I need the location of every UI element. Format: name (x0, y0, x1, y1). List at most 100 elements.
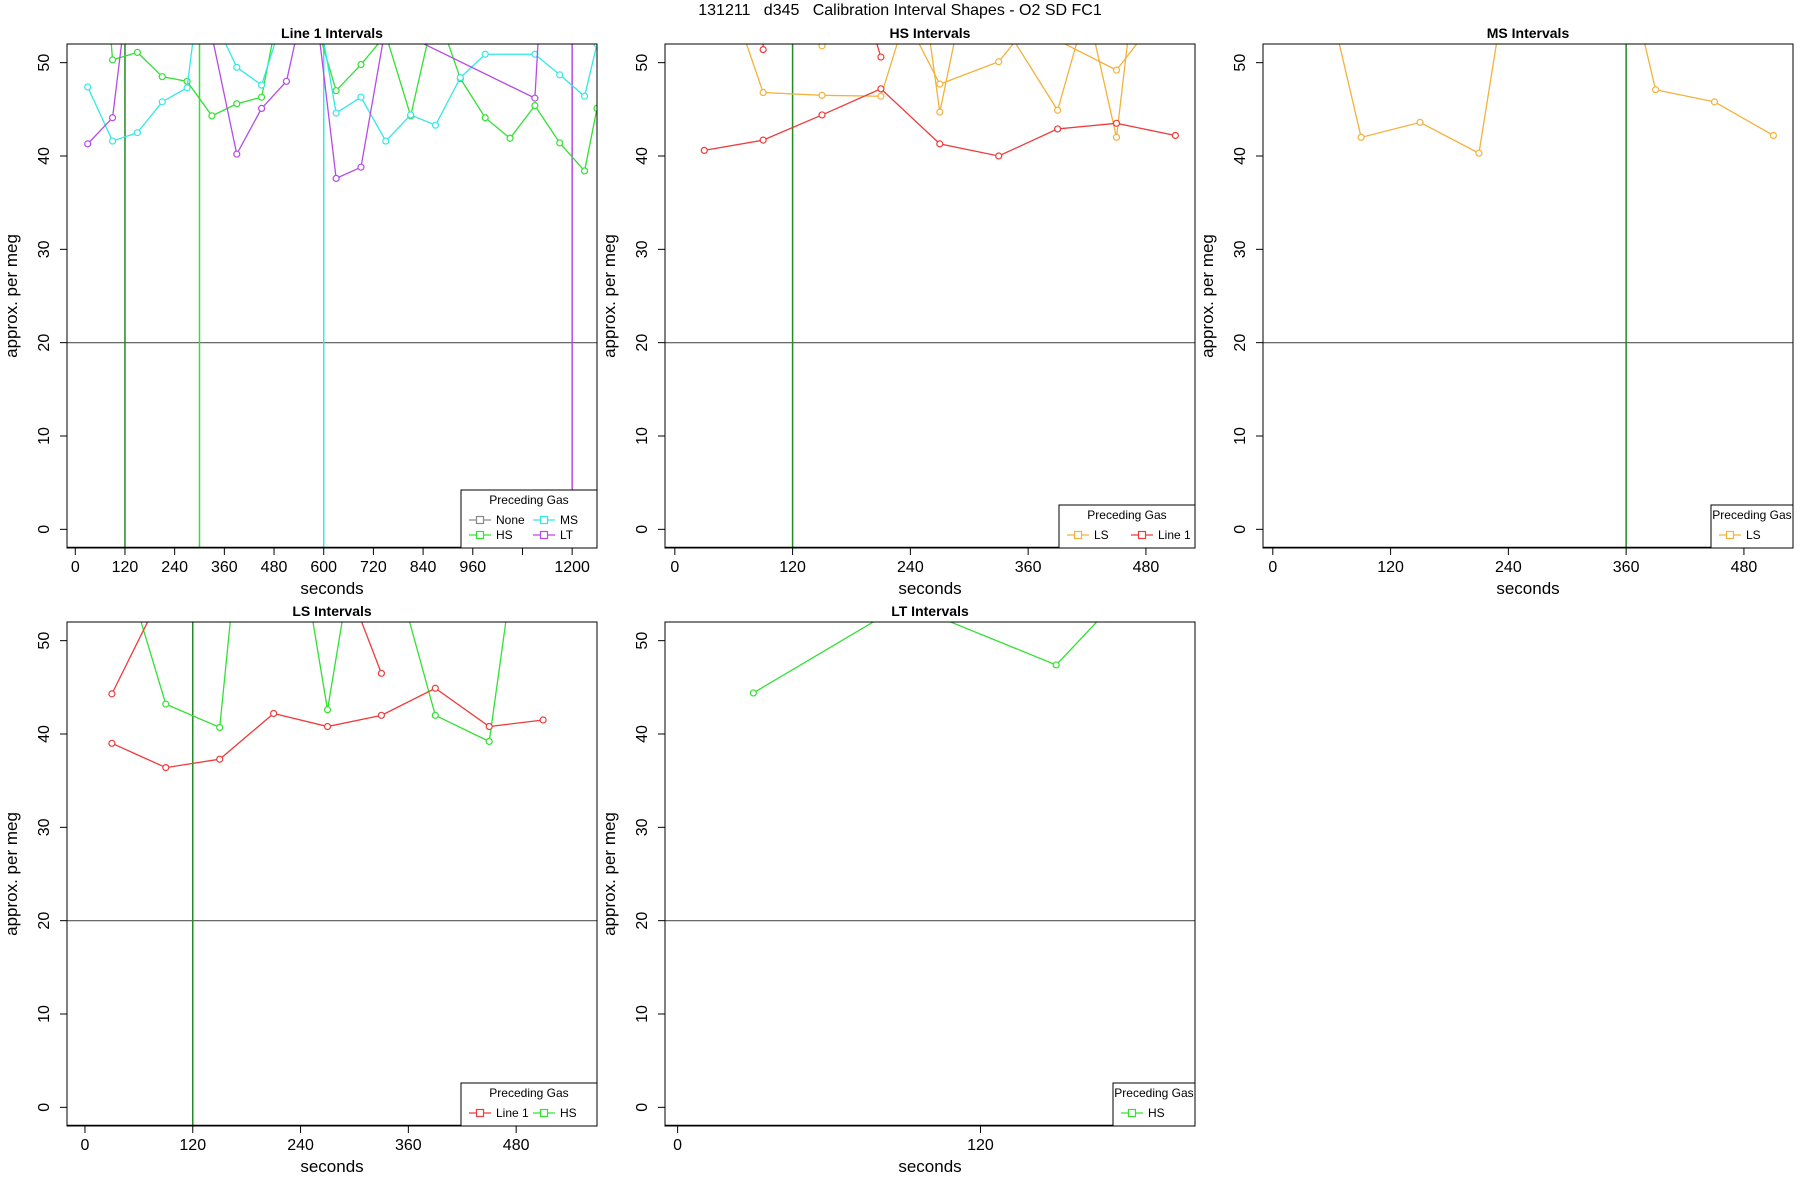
data-point-hs (593, 104, 597, 112)
legend-title: Preceding Gas (489, 1086, 568, 1100)
series-line-hs (753, 622, 1098, 694)
plot-frame (66, 621, 598, 1127)
data-point-lt (84, 140, 92, 148)
data-point-ls (1769, 131, 1777, 140)
data-point-ms (133, 129, 141, 137)
data-point-hs (580, 167, 589, 175)
y-axis-label: approx. per meg (1198, 234, 1217, 358)
y-axis-label: approx. per meg (2, 812, 21, 936)
data-point-ls (936, 108, 944, 116)
data-point-hs (162, 700, 170, 708)
data-point-ms (357, 93, 365, 101)
y-tick-label: 30 (634, 818, 651, 836)
data-point-ms (108, 137, 117, 145)
data-point-line-1 (995, 152, 1003, 160)
x-tick-label: 360 (1015, 559, 1042, 576)
plot-area (665, 622, 1195, 1126)
data-point-line-1 (485, 722, 493, 731)
x-axis-label: seconds (898, 1157, 961, 1176)
y-tick-label: 20 (36, 334, 53, 352)
data-point-line-1 (1112, 119, 1121, 127)
y-tick-label: 10 (1232, 427, 1249, 445)
y-tick-label: 40 (36, 725, 53, 743)
y-tick-label: 40 (1232, 147, 1249, 165)
legend-entry-hs: HS (1148, 1106, 1165, 1120)
legend: Preceding Gas LS (1710, 504, 1794, 549)
legend: Preceding Gas LS Line 1 (1058, 504, 1196, 549)
x-tick-label: 960 (459, 559, 486, 576)
x-tick-label: 480 (1133, 559, 1160, 576)
data-point-hs (431, 711, 439, 719)
data-point-hs (1052, 661, 1060, 669)
data-point-line-1 (108, 739, 116, 747)
x-tick-label: 480 (261, 559, 288, 576)
data-point-line-1 (818, 111, 826, 119)
data-point-lt (282, 77, 291, 85)
y-tick-label: 10 (634, 1005, 651, 1023)
legend-swatch-marker (1137, 530, 1147, 540)
data-point-line-1 (877, 53, 885, 61)
x-tick-label: 120 (112, 559, 139, 576)
legend-swatch-marker (539, 1108, 549, 1118)
x-tick-label: 840 (410, 559, 437, 576)
data-point-hs (208, 112, 216, 120)
x-tick-label: 0 (71, 559, 80, 576)
data-point-hs (133, 48, 141, 57)
data-point-ms (183, 84, 191, 92)
data-point-ms (158, 98, 166, 106)
legend-entry-hs: HS (560, 1106, 577, 1120)
data-point-line-1 (700, 146, 708, 154)
legend-entry-line-1: Line 1 (496, 1106, 529, 1120)
legend-swatch-marker (539, 515, 549, 525)
y-tick-label: 10 (36, 1005, 53, 1023)
x-axis-label: seconds (1496, 579, 1559, 598)
data-point-ls (1357, 133, 1365, 141)
data-point-line-1 (323, 722, 332, 731)
panel-title: HS Intervals (890, 25, 971, 41)
data-point-line-1 (936, 140, 944, 148)
legend-entry-ls: LS (1746, 528, 1761, 542)
legend-box (1710, 504, 1794, 549)
x-tick-label: 1200 (554, 559, 590, 576)
data-point-ms (332, 109, 340, 117)
data-point-ls (1475, 149, 1483, 157)
data-point-hs (481, 114, 489, 122)
legend-swatch-marker (1073, 530, 1083, 540)
plot-frame (1262, 43, 1794, 549)
data-point-ms (580, 92, 589, 100)
y-axis-label: approx. per meg (2, 234, 21, 358)
y-tick-label: 50 (36, 54, 53, 72)
panel-ls-intervals: LS Intervals 0 10 20 30 40 50 approx. per meg 0 1… (2, 603, 598, 1176)
data-point-ms (431, 121, 440, 129)
x-axis-label: seconds (300, 1157, 363, 1176)
data-point-hs (216, 723, 224, 732)
y-tick-label: 0 (36, 525, 53, 534)
x-tick-label: 0 (1268, 559, 1277, 576)
plot-area (67, 622, 597, 1126)
data-point-hs (556, 139, 564, 147)
y-tick-label: 40 (634, 147, 651, 165)
data-point-hs (357, 60, 365, 69)
series-line-ls (745, 44, 1129, 138)
series-line-line-1 (876, 44, 882, 58)
data-point-hs (233, 100, 241, 108)
data-point-line-1 (431, 684, 439, 692)
data-point-line-1 (377, 669, 386, 677)
data-point-lt (357, 163, 365, 171)
legend-entry-ms: MS (560, 513, 578, 527)
x-tick-label: 120 (179, 1137, 206, 1154)
series-line-ls (818, 44, 1138, 85)
data-point-ls (1112, 133, 1121, 141)
plot-area (67, 44, 597, 548)
plot-frame (664, 621, 1196, 1127)
figure-title: 131211 d345 Calibration Interval Shapes … (698, 2, 1102, 19)
x-tick-label: 480 (1731, 559, 1758, 576)
data-point-line-1 (377, 711, 386, 719)
y-tick-label: 0 (634, 525, 651, 534)
data-point-ms (456, 73, 464, 82)
data-point-ls (818, 91, 826, 99)
x-tick-label: 240 (1495, 559, 1522, 576)
panel-title: Line 1 Intervals (281, 25, 383, 41)
legend-swatch-marker (1725, 530, 1735, 540)
data-point-line-1 (162, 763, 170, 772)
